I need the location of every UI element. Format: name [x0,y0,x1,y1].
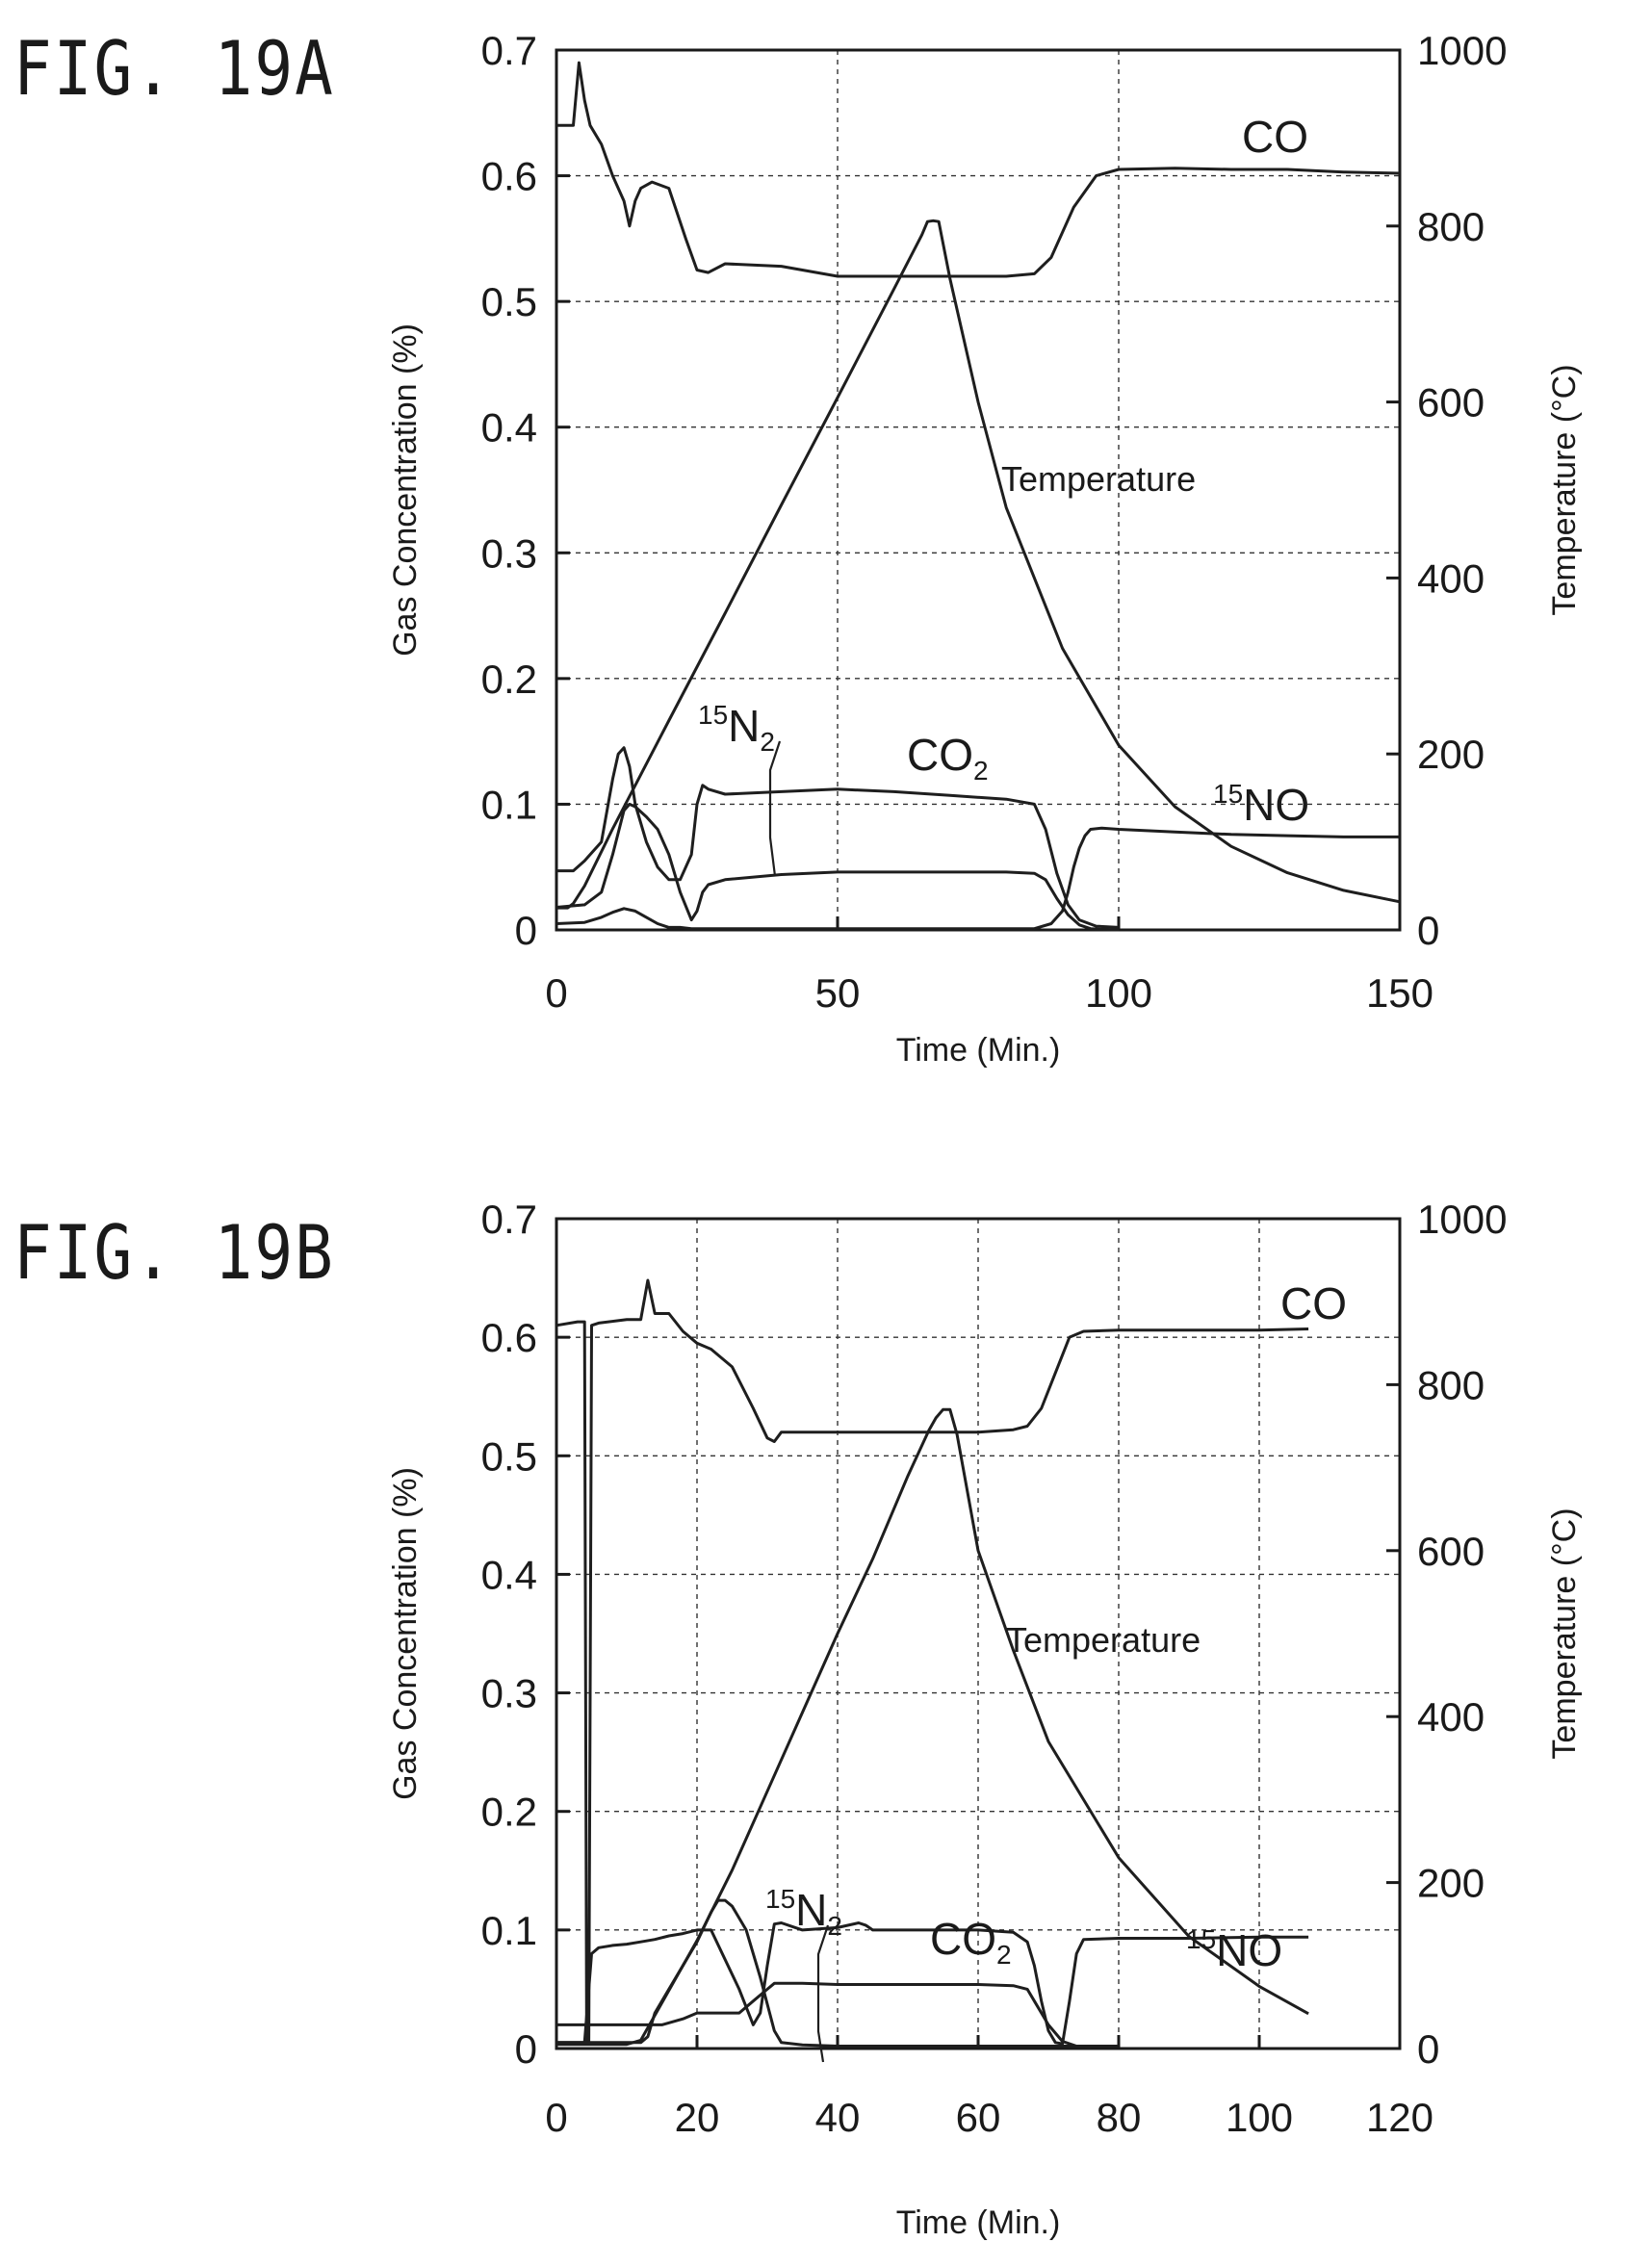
y2-tick-label: 1000 [1417,28,1507,73]
annotation-15no: 15NO [1213,779,1309,830]
x-tick-label: 100 [1085,970,1152,1016]
y-tick-label: 0.7 [481,28,537,73]
annotation-leader-15n2 [768,740,782,877]
x-tick-label: 20 [675,2095,720,2140]
y-tick-label: 0.3 [481,530,537,576]
annotation-temperature: Temperature [1001,459,1196,499]
annotation-co: CO [1242,112,1308,162]
y2-tick-label: 600 [1417,380,1485,425]
x-tick-label: 100 [1226,2095,1293,2140]
y2-tick-label: 800 [1417,204,1485,249]
y2-tick-label: 0 [1417,2026,1439,2072]
x-tick-label: 0 [545,2095,567,2140]
series-line-co [555,1278,1309,2045]
chart-fig-19b: 0 20 40 60 80 100 120 0 0.1 0.2 0.3 0.4 0.5 0.6 0.7 0 20… [387,1197,1583,2241]
x-axis-label: Time (Min.) [896,1032,1061,1069]
y2-tick-label: 600 [1417,1529,1485,1574]
x-tick-label: 40 [815,2095,861,2140]
y-tick-label: 0 [515,2026,537,2072]
annotation-co: CO [1280,1278,1347,1328]
series-line-co2 [556,746,1120,929]
annotation-15n2: 15N2 [698,700,775,757]
y-tick-label: 0.5 [481,1433,537,1479]
annotation-co2: CO2 [907,730,989,786]
y2-axis-label: Temperature (°C) [1546,1508,1583,1759]
y-tick-label: 0.5 [481,279,537,324]
y2-tick-label: 400 [1417,1694,1485,1740]
y2-tick-label: 200 [1417,1861,1485,1906]
y-tick-label: 0.3 [481,1671,537,1716]
series-line-15n2 [556,1981,1091,2049]
annotation-15n2: 15N2 [765,1884,842,1941]
x-tick-label: 150 [1366,970,1433,1016]
y-axis-label: Gas Concentration (%) [387,1467,424,1800]
annotation-15no: 15NO [1186,1924,1282,1975]
y-tick-label: 0.6 [481,1315,537,1360]
figure-label-19b: FIG. 19B [13,1209,335,1297]
y-tick-label: 0.7 [481,1197,537,1242]
annotation-co2: CO2 [930,1914,1012,1970]
y2-tick-label: 1000 [1417,1197,1507,1242]
y-tick-label: 0.2 [481,657,537,702]
x-tick-label: 120 [1366,2095,1433,2140]
y2-tick-label: 400 [1417,555,1485,601]
figure-label-19a: FIG. 19A [13,25,335,113]
chart-fig-19a: 0 50 100 150 0 0.1 0.2 0.3 0.4 0.5 0.6 0.7 0 200 400 60… [387,28,1583,1069]
y-tick-label: 0.1 [481,782,537,827]
y2-tick-label: 200 [1417,732,1485,777]
series-line-15no [556,1921,1309,2046]
y-tick-label: 0.1 [481,1908,537,1953]
annotation-temperature: Temperature [1006,1620,1201,1660]
x-tick-label: 80 [1097,2095,1142,2140]
y2-tick-label: 800 [1417,1362,1485,1407]
y2-axis-label: Temperature (°C) [1546,364,1583,615]
series-line-temperature [556,219,1401,910]
series-line-15no [555,826,1400,931]
y-tick-label: 0.4 [481,405,537,451]
annotation-leader-15n2 [816,1924,830,2063]
y-tick-label: 0.6 [481,154,537,199]
y-tick-label: 0.4 [481,1552,537,1597]
y-tick-label: 0.2 [481,1790,537,1835]
x-axis-label: Time (Min.) [896,2204,1061,2241]
y-tick-label: 0 [515,908,537,953]
series-line-temperature [556,1407,1309,2047]
series-line-co [556,61,1401,278]
x-tick-label: 60 [956,2095,1001,2140]
x-tick-label: 0 [545,970,567,1016]
y2-tick-label: 0 [1417,908,1439,953]
x-tick-label: 50 [815,970,861,1016]
series-line-15n2 [555,802,1120,932]
y-axis-label: Gas Concentration (%) [387,323,424,657]
